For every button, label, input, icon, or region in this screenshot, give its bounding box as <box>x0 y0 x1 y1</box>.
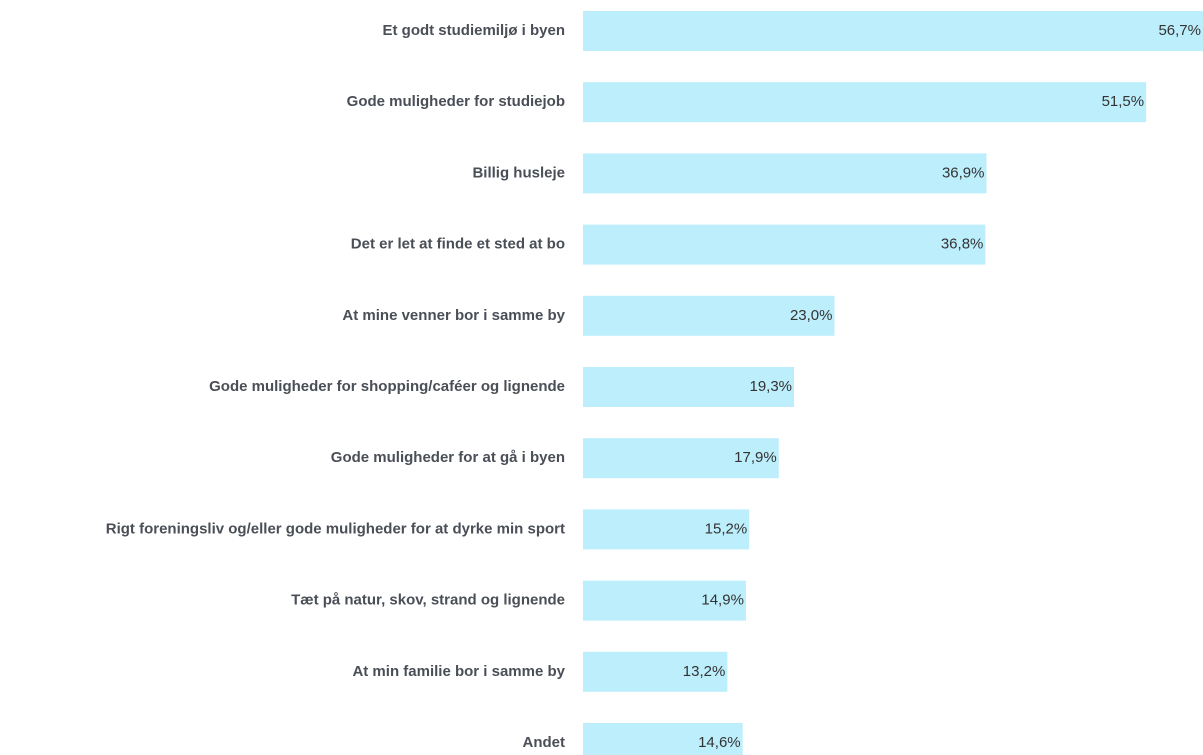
value-label: 36,8% <box>941 236 984 253</box>
bar <box>583 11 1203 51</box>
bar <box>583 82 1147 123</box>
category-label: Tæt på natur, skov, strand og lignende <box>291 592 565 609</box>
category-label: Det er let at finde et sted at bo <box>351 236 565 253</box>
bar <box>583 509 750 550</box>
value-label: 17,9% <box>734 449 777 466</box>
value-label: 56,7% <box>1158 22 1201 39</box>
category-label: Gode muligheder for studiejob <box>347 93 565 110</box>
category-label: Gode muligheder for shopping/caféer og l… <box>209 378 565 395</box>
bar <box>583 651 728 692</box>
bar <box>583 153 987 194</box>
category-label: Rigt foreningsliv og/eller gode mulighed… <box>106 520 565 537</box>
category-label: At min familie bor i samme by <box>352 663 565 680</box>
value-label: 36,9% <box>942 164 985 181</box>
bar <box>583 580 746 621</box>
value-label: 13,2% <box>683 663 726 680</box>
value-label: 14,6% <box>698 734 741 751</box>
bar <box>583 438 779 479</box>
bar <box>583 224 986 265</box>
bar <box>583 367 795 407</box>
value-label: 15,2% <box>705 520 748 537</box>
value-label: 23,0% <box>790 307 833 324</box>
category-label: At mine venner bor i samme by <box>342 307 565 324</box>
category-label: Billig husleje <box>472 164 565 181</box>
category-label: Et godt studiemiljø i byen <box>382 22 565 39</box>
category-label: Andet <box>523 734 566 751</box>
category-label: Gode muligheder for at gå i byen <box>331 449 565 466</box>
value-label: 51,5% <box>1102 93 1145 110</box>
value-label: 14,9% <box>701 592 744 609</box>
bar <box>583 723 743 755</box>
value-label: 19,3% <box>749 378 792 395</box>
bar <box>583 295 835 336</box>
